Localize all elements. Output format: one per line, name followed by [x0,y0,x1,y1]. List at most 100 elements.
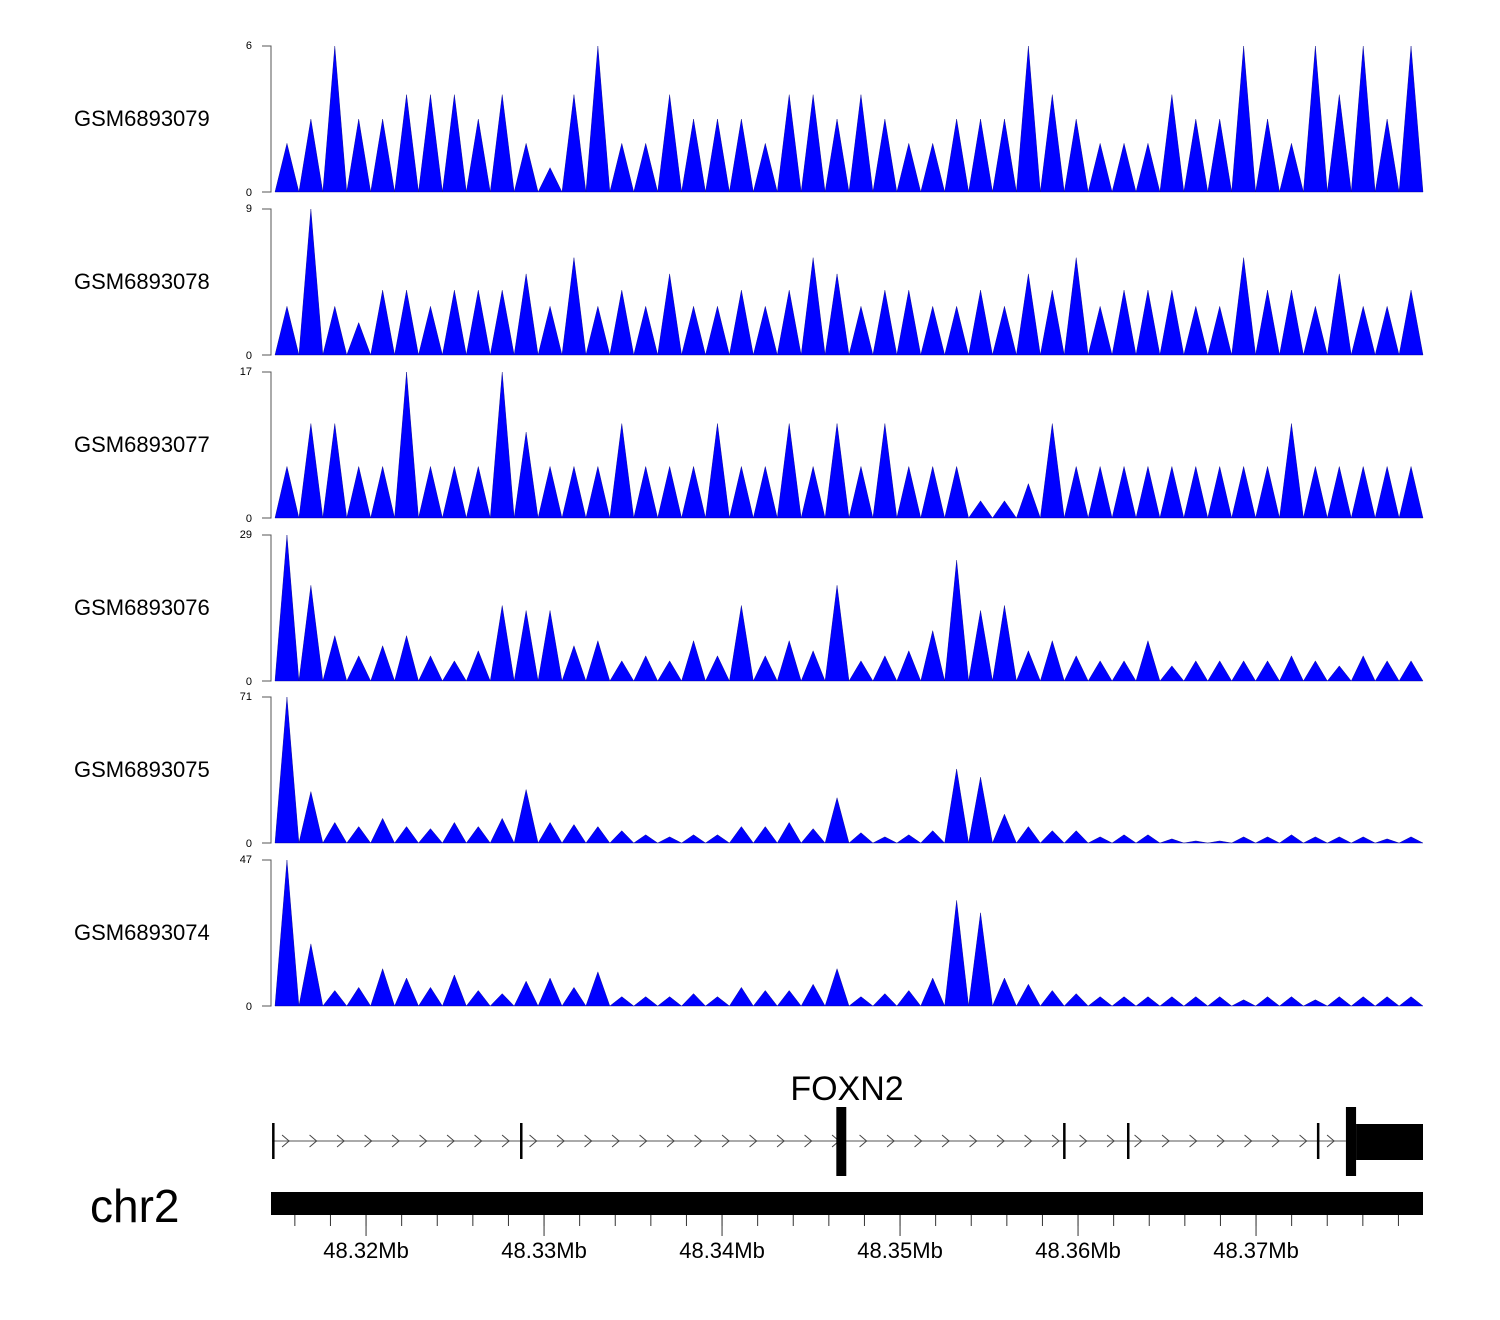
signal-peak [1374,466,1400,519]
signal-peak [418,306,443,356]
signal-peak [800,94,826,193]
signal-peak [1111,660,1137,682]
strand-arrow-icon [336,1134,345,1148]
signal-peak [1135,640,1161,682]
signal-peak [1159,838,1184,844]
signal-peak [944,118,969,193]
signal-peak [872,836,897,844]
signal-peak [705,655,730,682]
signal-peak [1231,836,1256,844]
signal-peak [681,466,706,519]
signal-peak [513,432,539,519]
strand-arrow-icon [446,1134,455,1148]
signal-peak [992,306,1017,356]
signal-peak [1303,999,1328,1007]
signal-peak [609,830,635,844]
signal-peak [370,118,395,193]
x-tick-label: 48.37Mb [1213,1238,1299,1263]
signal-peak [490,290,515,356]
signal-peak [537,610,563,682]
strand-arrow-icon [1326,1134,1335,1148]
signal-peak [872,423,898,519]
signal-peak [346,466,371,519]
signal-peak [776,990,802,1007]
signal-peak [1231,660,1256,682]
signal-peak [992,500,1017,519]
strand-arrow-icon [309,1134,318,1148]
signal-peak [681,640,706,682]
signal-peak [1255,118,1280,193]
signal-peak [274,859,300,1007]
track-label: GSM6893076 [74,595,210,620]
signal-peak [1327,466,1352,519]
track-GSM6893075: GSM6893075 71 0 [74,691,1424,850]
signal-peak [1016,650,1041,682]
strand-arrow-icon [859,1134,868,1148]
signal-peak [489,993,515,1007]
signal-peak [1063,993,1089,1007]
signal-peak [1351,836,1376,844]
exon [1063,1123,1066,1159]
signal-peak [848,660,874,682]
signal-peak [1398,660,1424,682]
signal-peak [1040,94,1065,193]
exon [1126,1123,1130,1159]
signal-peak [609,660,635,682]
signal-peak [298,118,324,193]
signal-peak [777,423,802,519]
signal-peak [609,143,635,193]
signal-peak [1350,466,1376,519]
signal-peak [346,321,371,356]
signal-peak [537,466,563,519]
signal-peak [1064,257,1089,356]
signal-peak [657,996,683,1007]
signal-peak [1303,45,1328,193]
strand-arrow-icon [639,1134,648,1148]
y-axis [262,371,272,519]
signal-peak [1207,118,1232,193]
signal-peak [1255,996,1281,1007]
signal-peak [537,977,563,1007]
signal-peak [585,826,611,844]
signal-peak [1087,466,1113,519]
signal-peak [1303,306,1328,356]
strand-arrow-icon [419,1134,428,1148]
signal-peak [633,466,658,519]
signal-peak [1231,466,1256,519]
signal-tracks: GSM689307960GSM689307890GSM6893077170GSM… [74,40,1424,1013]
signal-peak [346,986,372,1007]
signal-peak [274,466,300,519]
signal-peak [848,466,874,519]
signal-peak [1064,118,1089,193]
signal-peak [298,585,324,682]
y-axis [262,208,272,356]
signal-peak [824,796,850,844]
signal-peak [777,290,802,356]
signal-peak [490,605,515,682]
signal-peak [1087,996,1113,1007]
signal-peak [1326,665,1352,682]
x-tick-label: 48.36Mb [1035,1238,1121,1263]
signal-peak [1327,836,1352,844]
genome-axis: chr2 48.32Mb 48.33Mb 48.34Mb 48.35Mb 48.36Mb… [90,1180,1423,1263]
signal-peak [704,834,731,844]
strand-arrow-icon [1299,1134,1308,1148]
track-GSM6893076: GSM6893076 29 0 [74,529,1424,688]
signal-peak [489,817,515,844]
signal-peak [1135,143,1161,193]
signal-peak [896,990,922,1007]
strand-arrow-icon [804,1134,813,1148]
x-tick-label: 48.32Mb [323,1238,409,1263]
signal-peak [992,813,1017,844]
signal-peak [442,290,467,356]
signal-peak [657,94,682,193]
signal-peak [609,996,635,1007]
y-axis [262,534,272,682]
strand-arrow-icon [914,1134,923,1148]
signal-peak [1063,655,1089,682]
signal-peak [346,826,372,844]
strand-arrow-icon [474,1134,483,1148]
signal-peak [585,45,611,193]
x-tick-label: 48.35Mb [857,1238,943,1263]
signal-peak [1279,423,1304,519]
